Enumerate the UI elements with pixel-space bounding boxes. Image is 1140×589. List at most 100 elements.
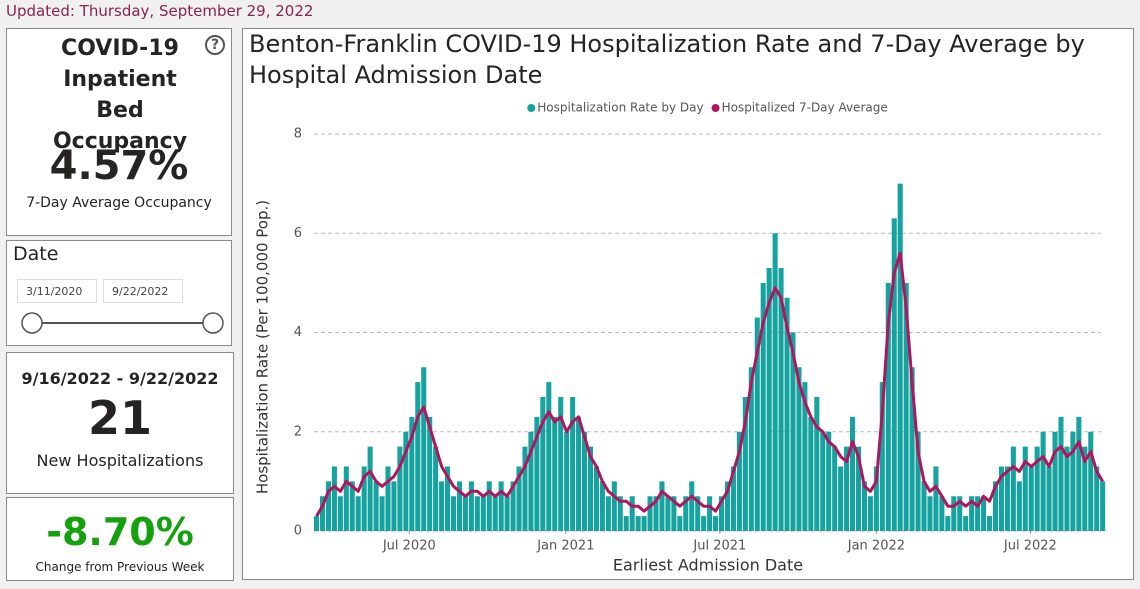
week-card: 9/16/2022 - 9/22/2022 21 New Hospitaliza… <box>6 352 234 494</box>
bar <box>683 496 689 531</box>
card-title: COVID-19 Inpatient Bed Occupancy <box>52 36 188 154</box>
bar <box>826 431 832 531</box>
legend: Hospitalization Rate by Day Hospitalized … <box>527 101 888 115</box>
bar <box>915 431 921 531</box>
bar <box>576 416 582 531</box>
x-axis-label: Earliest Admission Date <box>613 556 803 575</box>
bar <box>814 397 820 531</box>
average-line <box>315 251 1104 517</box>
bar <box>730 466 736 531</box>
bar <box>1040 431 1046 531</box>
bar <box>802 382 808 531</box>
bar <box>498 481 504 531</box>
bar <box>570 397 576 531</box>
bar <box>516 466 522 531</box>
bar <box>474 496 480 531</box>
bar <box>897 183 903 531</box>
slider-handle[interactable] <box>21 312 43 334</box>
week-start: 9/16/2022 <box>21 369 112 388</box>
slider-handle[interactable] <box>202 312 224 334</box>
bar <box>635 516 641 531</box>
bar <box>986 516 993 531</box>
bar <box>778 267 784 531</box>
bar <box>605 496 611 531</box>
bar <box>391 481 397 531</box>
bar <box>766 267 772 531</box>
week-range: 9/16/2022 - 9/22/2022 <box>7 369 233 388</box>
bar <box>617 496 623 531</box>
bar <box>861 481 867 531</box>
occupancy-card: COVID-19 Inpatient Bed Occupancy ? 4.57%… <box>6 28 232 236</box>
bar <box>403 431 409 531</box>
y-tick-label: 6 <box>294 226 302 241</box>
x-tick-label: Jul 2020 <box>382 539 436 554</box>
start-date-input[interactable]: 3/11/2020 <box>17 279 97 303</box>
bar <box>314 516 320 531</box>
bar <box>599 481 605 531</box>
bar <box>1082 446 1088 531</box>
date-slider <box>21 312 224 334</box>
bar <box>1016 481 1022 531</box>
bar <box>981 496 987 531</box>
bar <box>319 496 326 531</box>
x-tick-label: Jul 2021 <box>692 539 746 554</box>
bar <box>873 466 879 531</box>
bar <box>522 446 528 531</box>
y-tick-label: 0 <box>294 524 302 539</box>
bar <box>653 496 659 531</box>
legend-swatch <box>711 104 720 112</box>
bar <box>772 233 778 531</box>
bar <box>927 496 933 531</box>
bar <box>361 466 367 531</box>
bar <box>1076 416 1082 531</box>
y-axis-label: Hospitalization Rate (Per 100,000 Pop.) <box>254 200 272 494</box>
help-icon[interactable]: ? <box>205 35 225 55</box>
bar <box>593 466 599 531</box>
bar <box>486 481 492 531</box>
bar <box>552 416 558 531</box>
date-filter: Date 3/11/2020 9/22/2022 <box>6 240 232 346</box>
bar <box>427 416 433 531</box>
bar <box>677 516 683 531</box>
bar <box>671 496 677 531</box>
week-end: 9/22/2022 <box>128 369 219 388</box>
bar <box>397 446 403 531</box>
bar <box>933 466 939 531</box>
bar <box>796 367 802 531</box>
legend-swatch <box>527 104 536 112</box>
bar <box>355 496 361 531</box>
bar <box>331 466 337 531</box>
bar <box>760 282 766 531</box>
bar <box>1034 446 1040 531</box>
bar <box>415 382 421 531</box>
bar <box>1058 416 1064 531</box>
bar <box>832 446 838 531</box>
bar <box>546 382 552 531</box>
bar <box>367 446 373 531</box>
bar <box>647 496 653 531</box>
bar <box>325 481 331 531</box>
chart-panel: Benton-Franklin COVID-19 Hospitalization… <box>242 28 1134 580</box>
bar <box>701 516 707 531</box>
x-tick-label: Jan 2022 <box>847 539 905 554</box>
bar <box>1094 466 1100 531</box>
bar <box>850 416 856 531</box>
bar <box>373 481 379 531</box>
occupancy-value: 4.57% <box>49 143 189 189</box>
end-date-input[interactable]: 9/22/2022 <box>103 279 183 303</box>
updated-text: Updated: Thursday, September 29, 2022 <box>6 2 314 20</box>
x-tick-label: Jul 2022 <box>1003 539 1057 554</box>
bar <box>337 496 343 531</box>
bar <box>611 481 617 531</box>
bar <box>867 496 873 531</box>
bar <box>784 297 790 531</box>
bar <box>659 481 665 531</box>
bar <box>945 516 951 531</box>
bar <box>1028 466 1034 531</box>
bar <box>343 466 349 531</box>
bar <box>385 466 391 531</box>
bar <box>713 516 719 531</box>
bar <box>975 496 981 531</box>
bar <box>724 481 731 531</box>
week-value: 21 <box>87 391 152 445</box>
